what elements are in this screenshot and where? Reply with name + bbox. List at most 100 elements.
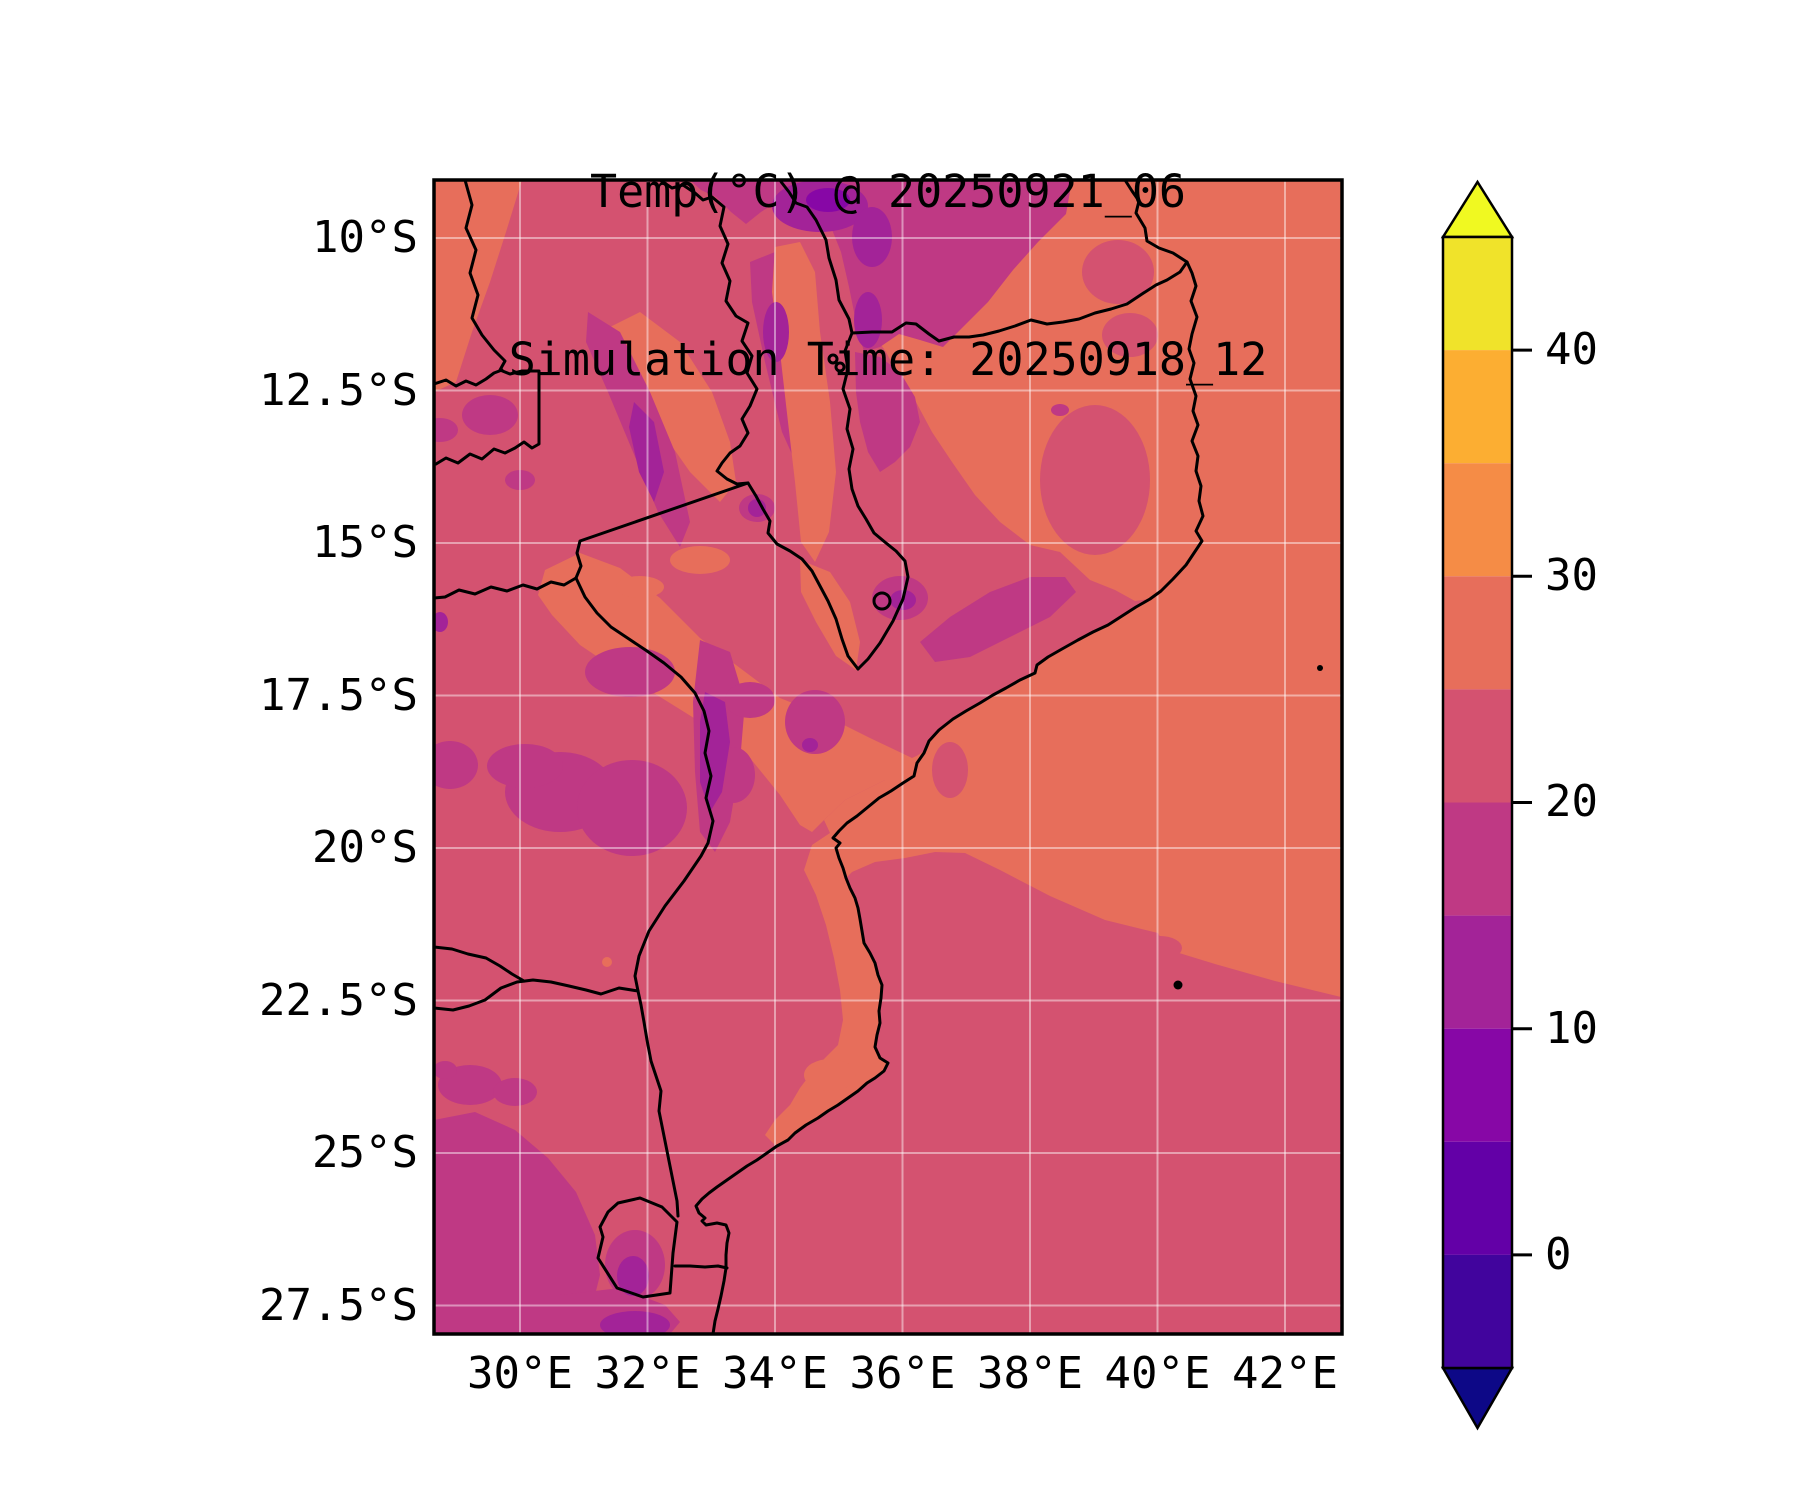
ytick-15S: 15°S — [312, 517, 418, 568]
border-moz-sa — [636, 989, 680, 1218]
cb-band-15-20 — [1443, 802, 1512, 916]
ytick-22.5S: 22.5°S — [259, 974, 418, 1026]
cbar-label-40: 40 — [1545, 324, 1598, 375]
lake-amaramba — [834, 361, 846, 373]
magenta-patch — [434, 418, 458, 442]
magenta-patch — [493, 1078, 537, 1106]
zim-highveld — [585, 647, 675, 697]
plot-title: Temp(°C) @ 20250921_06 Simulation Time: … — [434, 52, 1342, 500]
xtick-38E: 38°E — [977, 1348, 1083, 1399]
salmon-blob — [804, 1059, 856, 1091]
colorbar-arrow-over — [1440, 179, 1515, 239]
border-malawi-moz-east — [841, 331, 910, 671]
purple-patch — [600, 1311, 670, 1334]
luangwa-valley-25-30C — [600, 312, 736, 502]
lake-chiuta — [827, 353, 839, 365]
magenta-patch — [434, 1061, 457, 1079]
xtick-30E: 30°E — [467, 1348, 573, 1399]
title-line1: Temp(°C) @ 20250921_06 — [589, 165, 1187, 218]
east-lake-highlands-15-20C — [855, 352, 920, 472]
eswatini-core-10-15C — [617, 1256, 649, 1296]
xtick-34E: 34°E — [722, 1348, 828, 1399]
purple-dot — [802, 738, 818, 752]
zim-highveld — [434, 741, 478, 789]
magenta-patch — [462, 395, 518, 435]
rose-sea-patch — [932, 742, 968, 798]
colorbar-ticks — [1512, 348, 1532, 1257]
coldest-core-5-10C — [806, 188, 850, 212]
island-dot — [1173, 980, 1183, 990]
magenta-patch — [725, 682, 775, 718]
border-malawi-zambia — [658, 180, 759, 486]
salmon-blob — [670, 546, 730, 574]
xtick-40E: 40°E — [1104, 1348, 1211, 1399]
border-zambia-moz — [574, 481, 750, 580]
salmon-blob — [616, 576, 664, 598]
zim-highveld — [577, 760, 687, 856]
cb-band-m5-0 — [1443, 1254, 1512, 1368]
shire-valley-25-30C — [800, 560, 860, 670]
zim-highveld — [487, 744, 563, 788]
nw-valley-strip-25-30C — [434, 180, 522, 392]
coastal-strip-25-30C — [765, 599, 1150, 1145]
cb-band-35-40 — [1443, 350, 1512, 464]
cb-band-10-15 — [1443, 915, 1512, 1029]
purple-dot — [434, 612, 448, 632]
island-dot — [1317, 665, 1323, 671]
cbar-label-10: 10 — [1545, 1003, 1598, 1054]
rose-sea-patch — [1138, 936, 1182, 960]
rose-patch — [1102, 313, 1158, 357]
border-drc-zambia — [434, 180, 541, 466]
title-line2: Simulation Time: 20250918_12 — [508, 333, 1268, 386]
central-moz-15-20C — [920, 577, 1076, 662]
colorbar-arrow-under — [1440, 1366, 1515, 1431]
ytick-20S: 20°S — [312, 822, 418, 873]
cb-band-40-45 — [1443, 237, 1512, 351]
muchinga-core-10-15C — [629, 402, 664, 502]
xtick-32E: 32°E — [594, 1348, 701, 1399]
border-drc-zambia-west — [434, 368, 504, 388]
cb-band-20-25 — [1443, 689, 1512, 803]
ytick-25S: 25°S — [312, 1127, 418, 1178]
salmon-dot — [602, 957, 612, 967]
border-tz-mz-ruvuma — [850, 260, 1189, 343]
ytick-12.5S: 12.5°S — [259, 364, 418, 416]
cb-band-5-10 — [1443, 1028, 1512, 1142]
border-malawi-moz-west — [746, 481, 860, 671]
cb-band-30-35 — [1443, 463, 1512, 577]
lake-chilwa — [872, 591, 892, 611]
border-zimbabwe-moz — [574, 576, 715, 993]
border-tz-malawi — [778, 180, 854, 335]
cbar-label-0: 0 — [1545, 1229, 1572, 1280]
cb-band-25-30 — [1443, 576, 1512, 690]
rose-patch — [1082, 240, 1154, 304]
north-highlands-15-20C — [690, 180, 1072, 352]
nyika-core-10-15C — [763, 302, 789, 362]
xtick-36E: 36°E — [849, 1348, 956, 1399]
border-zim-botswana — [434, 945, 526, 983]
temperature-field — [434, 180, 1342, 1334]
border-eswatini — [596, 1196, 679, 1299]
ytick-10S: 10°S — [312, 212, 418, 263]
border-limpopo-zim-sa — [434, 978, 640, 1012]
plot-frame — [432, 178, 1344, 1336]
sw-lowveld-15-20C — [434, 1112, 600, 1334]
magenta-patch — [505, 470, 535, 490]
cbar-label-20: 20 — [1545, 776, 1598, 827]
purple-patch — [852, 207, 892, 267]
cb-band-0-5 — [1443, 1141, 1512, 1255]
ytick-17.5S: 17.5°S — [259, 669, 418, 721]
magenta-dot — [1051, 404, 1069, 416]
border-moz-sa-south — [673, 1264, 729, 1270]
colorbar — [1440, 179, 1532, 1431]
rose-patch — [1040, 405, 1150, 555]
xtick-42E: 42°E — [1232, 1348, 1338, 1399]
border-zambia-zimbabwe — [434, 576, 578, 600]
country-borders — [434, 180, 1323, 1334]
gorongosa-15-20C — [785, 690, 845, 754]
gridlines — [434, 180, 1342, 1334]
ytick-27.5S: 27.5°S — [259, 1279, 418, 1331]
cbar-label-30: 30 — [1545, 550, 1598, 601]
coastline — [694, 180, 1205, 1334]
